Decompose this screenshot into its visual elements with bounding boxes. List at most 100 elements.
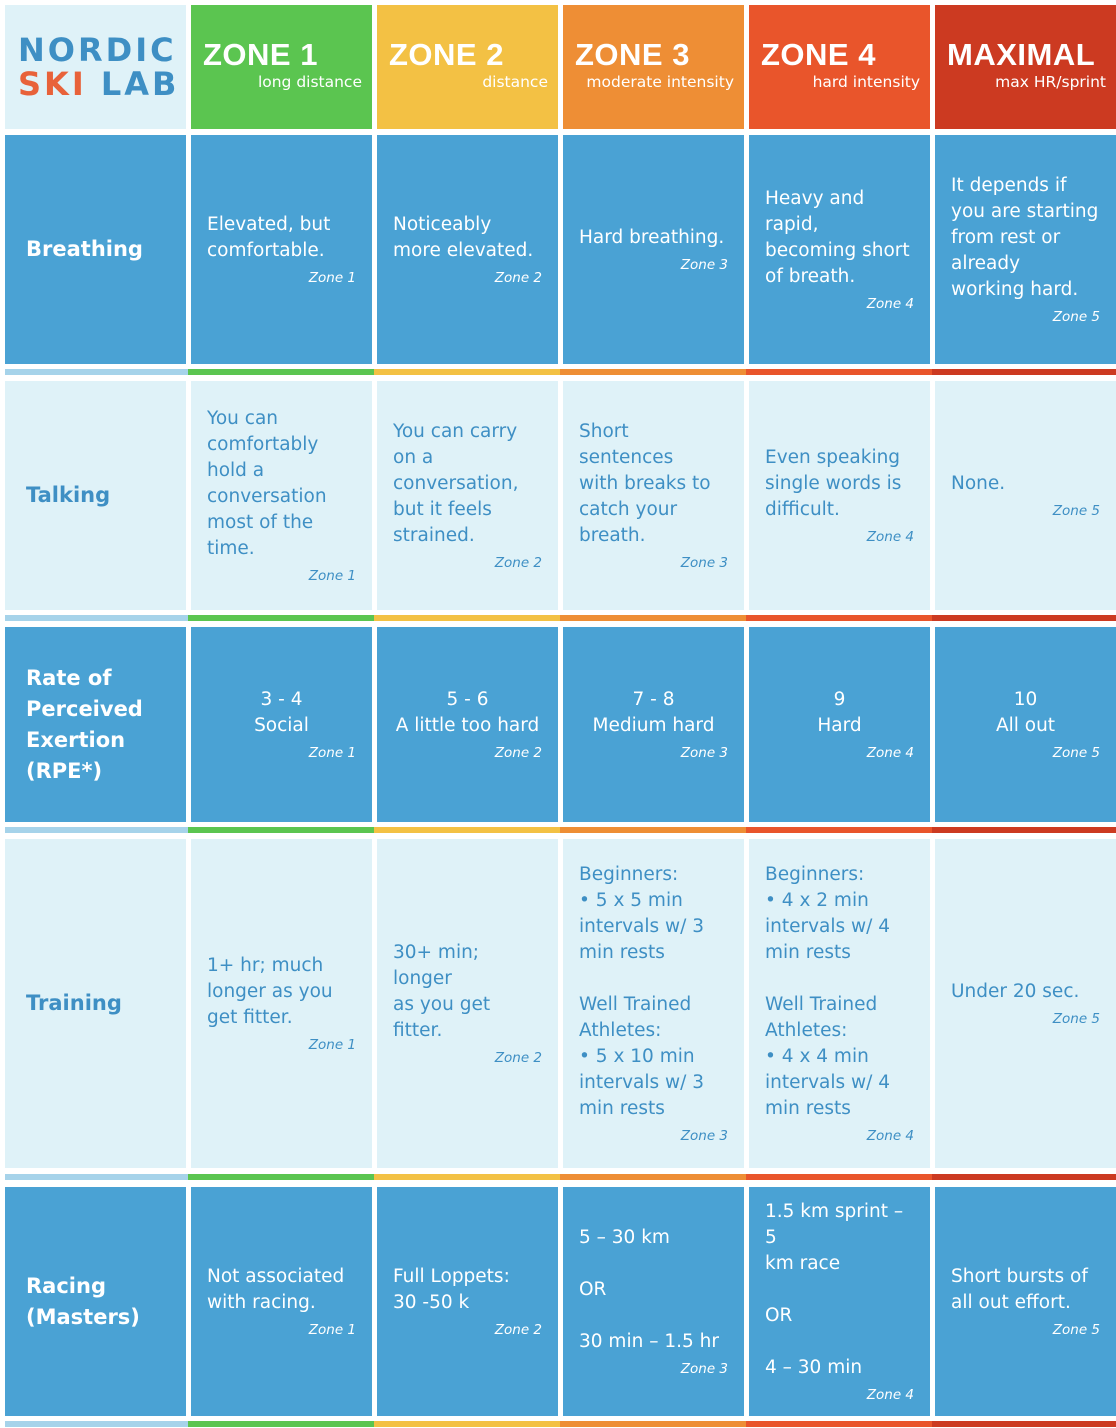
zone-cell: 5 – 30 km OR 30 min – 1.5 hr Zone 3 (563, 1187, 744, 1416)
color-divider (374, 615, 560, 621)
color-divider (374, 1174, 560, 1180)
color-divider (560, 369, 746, 375)
zone-cell: Elevated, but comfortable. Zone 1 (191, 135, 372, 364)
zone-tag: Zone 5 (1052, 502, 1100, 519)
cell-text: 7 - 8 Medium hard (592, 688, 715, 736)
zone-cell: 7 - 8 Medium hard Zone 3 (563, 627, 744, 822)
zone-tag: Zone 2 (494, 269, 542, 286)
color-divider (932, 827, 1116, 833)
cell-text: 9 Hard (817, 688, 862, 736)
zone-subtitle: moderate intensity (586, 73, 734, 91)
logo-line-nordic: NORDIC (18, 31, 177, 69)
zone-tag: Zone 1 (308, 1321, 356, 1338)
color-divider (5, 827, 188, 833)
zone-tag: Zone 5 (1052, 1321, 1100, 1338)
zone-cell: 1+ hr; much longer as you get fitter. Zon… (191, 839, 372, 1168)
zone-title: ZONE 3 (575, 37, 690, 72)
row-header: Racing (Masters) (5, 1187, 186, 1416)
color-divider (560, 1174, 746, 1180)
cell-text: Beginners: • 4 x 2 min intervals w/ 4 mi… (765, 863, 891, 1119)
color-divider (188, 1174, 374, 1180)
row-header: Talking (5, 381, 186, 610)
nordic-ski-lab-logo: NORDIC SKI LAB (5, 5, 186, 129)
color-divider (374, 827, 560, 833)
zone-tag: Zone 2 (494, 554, 542, 571)
zone-cell: Beginners: • 4 x 2 min intervals w/ 4 mi… (749, 839, 930, 1168)
zone-tag: Zone 1 (308, 1036, 356, 1053)
row-label: Racing (Masters) (26, 1273, 140, 1329)
zone-title: ZONE 4 (761, 37, 876, 72)
cell-text: Elevated, but comfortable. (207, 213, 331, 261)
row-header: Breathing (5, 135, 186, 364)
cell-text: 1.5 km sprint – 5 km race OR 4 – 30 min (765, 1200, 904, 1378)
zone-cell: 30+ min; longer as you get fitter. Zone 2 (377, 839, 558, 1168)
color-divider (5, 1421, 188, 1427)
row-header: Training (5, 839, 186, 1168)
color-divider (374, 1421, 560, 1427)
cell-text: Short sentences with breaks to catch you… (579, 420, 711, 546)
color-divider (560, 827, 746, 833)
zone-header-3: ZONE 3 moderate intensity (563, 5, 744, 129)
cell-text: Hard breathing. (579, 226, 725, 248)
color-divider (746, 369, 932, 375)
zone-cell: Full Loppets: 30 -50 k Zone 2 (377, 1187, 558, 1416)
cell-text: 1+ hr; much longer as you get fitter. (207, 954, 333, 1028)
zone-cell: Beginners: • 5 x 5 min intervals w/ 3 mi… (563, 839, 744, 1168)
color-divider (746, 1421, 932, 1427)
cell-text: It depends if you are starting from rest… (951, 174, 1099, 300)
color-divider (5, 615, 188, 621)
color-divider (560, 1421, 746, 1427)
zone-cell: Even speaking single words is difficult.… (749, 381, 930, 610)
zone-tag: Zone 5 (1052, 1010, 1100, 1027)
zone-cell: Short bursts of all out effort. Zone 5 (935, 1187, 1116, 1416)
zone-cell: 3 - 4 Social Zone 1 (191, 627, 372, 822)
cell-text: Full Loppets: 30 -50 k (393, 1265, 510, 1313)
zone-tag: Zone 3 (680, 1360, 728, 1377)
zone-tag: Zone 4 (866, 528, 914, 545)
zone-tag: Zone 1 (308, 567, 356, 584)
cell-text: Under 20 sec. (951, 980, 1080, 1002)
cell-text: You can comfortably hold a conversation … (207, 407, 327, 559)
zone-header-1: ZONE 1 long distance (191, 5, 372, 129)
color-divider (746, 827, 932, 833)
zone-tag: Zone 2 (494, 1049, 542, 1066)
cell-text: Noticeably more elevated. (393, 213, 534, 261)
color-divider (374, 369, 560, 375)
cell-text: Even speaking single words is difficult. (765, 446, 902, 520)
zone-cell: It depends if you are starting from rest… (935, 135, 1116, 364)
zone-header-5: MAXIMAL max HR/sprint (935, 5, 1116, 129)
zone-tag: Zone 5 (1052, 744, 1100, 761)
zone-cell: You can carry on a conversation, but it … (377, 381, 558, 610)
color-divider (932, 615, 1116, 621)
zone-tag: Zone 4 (866, 744, 914, 761)
zone-title: MAXIMAL (947, 37, 1096, 72)
zone-tag: Zone 4 (866, 1127, 914, 1144)
cell-text: Heavy and rapid, becoming short of breat… (765, 187, 910, 287)
zone-tag: Zone 5 (1052, 308, 1100, 325)
cell-text: 5 - 6 A little too hard (395, 688, 540, 736)
row-header: Rate of Perceived Exertion (RPE*) (5, 627, 186, 822)
zone-cell: Not associated with racing. Zone 1 (191, 1187, 372, 1416)
color-divider (188, 1421, 374, 1427)
zone-tag: Zone 1 (308, 269, 356, 286)
cell-text: You can carry on a conversation, but it … (393, 420, 519, 546)
zone-cell: 5 - 6 A little too hard Zone 2 (377, 627, 558, 822)
cell-text: 10 All out (995, 688, 1056, 736)
cell-text: 3 - 4 Social (254, 688, 309, 736)
zone-header-2: ZONE 2 distance (377, 5, 558, 129)
cell-text: Beginners: • 5 x 5 min intervals w/ 3 mi… (579, 863, 705, 1119)
color-divider (188, 369, 374, 375)
zone-tag: Zone 4 (866, 295, 914, 312)
zone-cell: None. Zone 5 (935, 381, 1116, 610)
zone-cell: 1.5 km sprint – 5 km race OR 4 – 30 min Z… (749, 1187, 930, 1416)
logo-word-lab: LAB (100, 65, 180, 103)
cell-text: None. (951, 472, 1006, 494)
zone-tag: Zone 2 (494, 744, 542, 761)
zone-subtitle: long distance (257, 73, 362, 91)
color-divider (746, 1174, 932, 1180)
color-divider (5, 369, 188, 375)
zone-cell: Hard breathing. Zone 3 (563, 135, 744, 364)
zone-title: ZONE 1 (203, 37, 318, 72)
zone-tag: Zone 3 (680, 554, 728, 571)
zone-cell: Short sentences with breaks to catch you… (563, 381, 744, 610)
